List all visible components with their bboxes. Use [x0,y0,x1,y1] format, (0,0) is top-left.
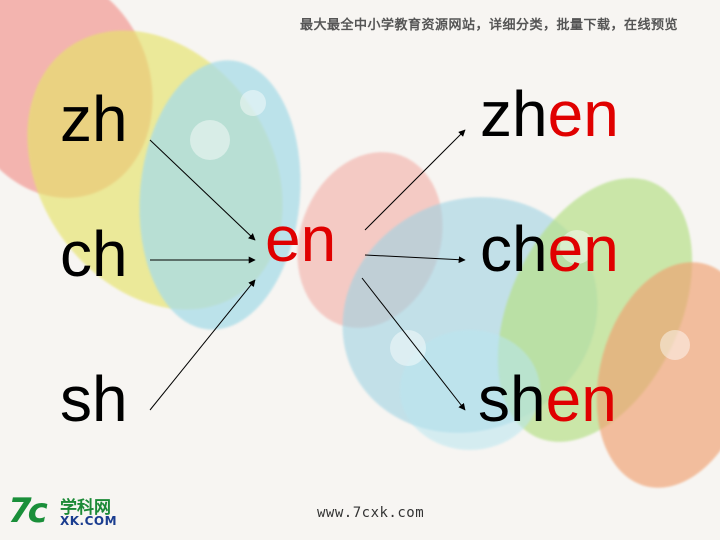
syllable-initial: sh [478,363,546,435]
syllable-zhen: zhen [480,82,619,146]
header-note: 最大最全中小学教育资源网站，详细分类，批量下载，在线预览 [299,18,678,33]
background-bubble [240,90,266,116]
background-bubble [560,230,594,264]
logo-text: 学科网 [60,498,111,518]
background-bubble [390,330,426,366]
arrow-en-to-zhen [364,129,466,231]
arrow-sh-to-en [149,279,256,411]
logo-mark: 7c [8,491,48,531]
syllable-final: en [547,213,619,285]
site-logo[interactable]: 7c 学科网 XK.COM [8,491,138,531]
syllable-initial: ch [480,213,548,285]
initial-sh: sh [60,363,128,435]
arrow-en-to-chen [364,254,466,264]
syllable-shen: shen [478,367,617,431]
logo-subtext: XK.COM [60,514,118,528]
final-en: en [265,203,337,275]
background-bubble [660,330,690,360]
background-bubble [190,120,230,160]
initial-zh: zh [60,83,128,155]
arrow-en-to-shen [361,277,466,411]
footer-url[interactable]: www.7cxk.com [317,505,425,521]
background-blob [400,330,540,450]
initial-ch: ch [60,218,128,290]
arrow-zh-to-en [149,139,256,241]
syllable-chen: chen [480,217,619,281]
syllable-final: en [547,78,619,150]
syllable-final: en [545,363,617,435]
syllable-initial: zh [480,78,548,150]
